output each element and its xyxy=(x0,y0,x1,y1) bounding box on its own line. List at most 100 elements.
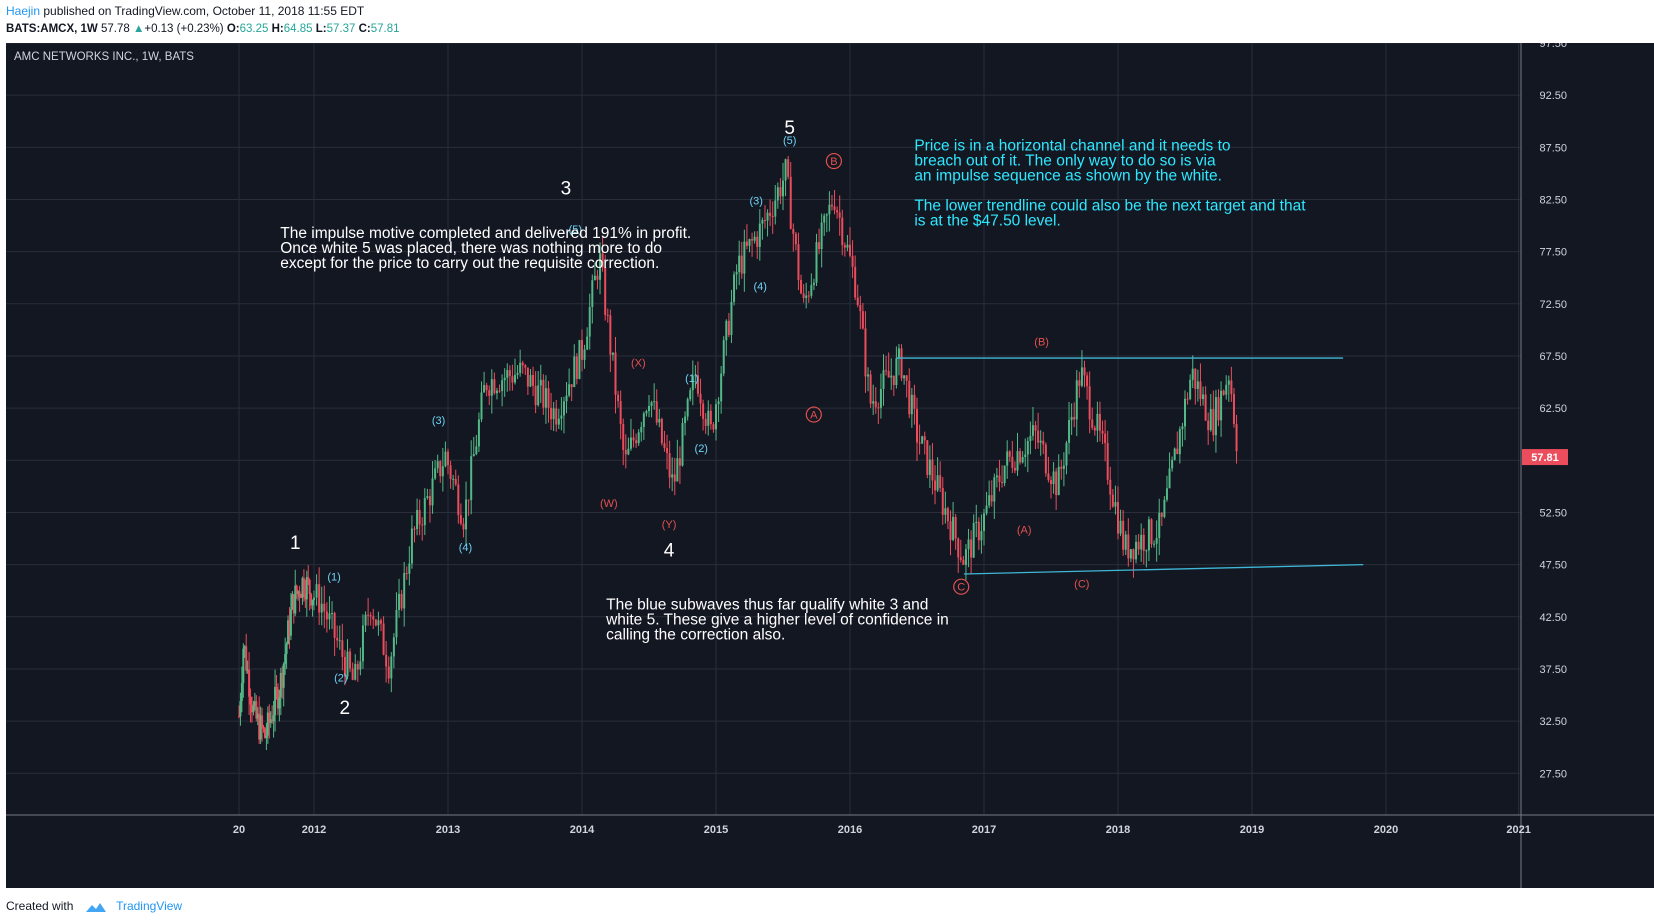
candle-body xyxy=(529,375,532,387)
x-tick-label: 2012 xyxy=(302,824,326,836)
candle-body xyxy=(252,706,255,713)
candle-body xyxy=(300,597,303,599)
candle-body xyxy=(258,713,261,740)
candle-body xyxy=(903,375,906,379)
candle-body xyxy=(1137,541,1140,550)
candle-body xyxy=(477,419,480,447)
candle-body xyxy=(717,401,720,405)
candle-body xyxy=(980,530,983,541)
candle-body xyxy=(1129,549,1132,559)
wave-label-red: (C) xyxy=(1074,579,1089,591)
candle-body xyxy=(1093,427,1096,431)
candle-body xyxy=(449,465,452,480)
candle-body xyxy=(838,212,841,218)
annotation-line: The blue subwaves thus far qualify white… xyxy=(606,596,928,613)
candle-body xyxy=(954,516,957,539)
candle-body xyxy=(583,349,586,360)
x-tick-label: 2020 xyxy=(1374,824,1398,836)
candle-body xyxy=(1225,384,1228,395)
candle-body xyxy=(1044,444,1047,474)
y-tick-label: 72.50 xyxy=(1539,299,1567,311)
candle-body xyxy=(758,223,761,247)
candle-body xyxy=(1142,534,1145,551)
candle-body xyxy=(1016,451,1019,471)
candle-body xyxy=(301,578,304,598)
candle-body xyxy=(343,656,346,677)
tradingview-brand-link[interactable]: TradingView xyxy=(116,899,183,913)
candle-body xyxy=(1232,394,1235,425)
candle-body xyxy=(398,593,401,611)
candle-body xyxy=(985,505,988,514)
high-label: H: xyxy=(271,23,284,35)
candle-body xyxy=(521,362,524,366)
candle-body xyxy=(854,266,857,298)
wave-label-white: 3 xyxy=(561,178,572,199)
candle-body xyxy=(570,384,573,388)
y-tick-label: 82.50 xyxy=(1539,194,1567,206)
candle-body xyxy=(552,408,555,420)
candle-body xyxy=(611,352,614,355)
candle-body xyxy=(771,215,774,217)
candle-body xyxy=(869,374,872,404)
candle-body xyxy=(313,597,315,601)
candle-body xyxy=(586,336,589,350)
candle-body xyxy=(315,584,318,598)
candle-body xyxy=(1039,440,1042,443)
candle-body xyxy=(725,320,728,341)
wave-label-red: (W) xyxy=(600,498,618,510)
candle-body xyxy=(294,585,297,614)
candle-body xyxy=(387,666,390,679)
candle-body xyxy=(239,701,242,717)
candle-body xyxy=(318,584,321,613)
low-label: L: xyxy=(315,23,327,35)
candle-body xyxy=(238,715,240,717)
candle-body xyxy=(457,484,460,516)
candle-body xyxy=(1165,488,1168,500)
chart-background xyxy=(6,43,1654,888)
candle-body xyxy=(271,719,274,722)
candle-body xyxy=(1006,451,1009,466)
candle-body xyxy=(297,591,300,594)
candle-body xyxy=(519,362,522,373)
price-change: +0.13 (+0.23%) xyxy=(144,23,224,35)
chart-container[interactable]: 1 2 3 4 5 (1) (2) (3) (4) (5) (1) (2) (3) (4) (5) (X) (W… xyxy=(6,38,1654,888)
annotation-line: is at the $47.50 level. xyxy=(914,212,1061,229)
candle-body xyxy=(441,466,444,477)
candle-body xyxy=(392,637,395,657)
x-tick-label: 2016 xyxy=(838,824,862,836)
candle-body xyxy=(542,379,545,408)
candle-body xyxy=(774,200,777,217)
candle-body xyxy=(864,328,867,377)
candle-body xyxy=(1062,465,1065,469)
wave-label-circle xyxy=(953,578,970,595)
candle-body xyxy=(897,348,900,359)
candle-body xyxy=(861,311,864,329)
candle-body xyxy=(467,499,470,501)
candle-body xyxy=(614,352,617,395)
candle-body xyxy=(320,603,323,613)
candles xyxy=(238,155,1238,751)
candle-body xyxy=(1119,520,1122,534)
candle-body xyxy=(1212,409,1215,436)
candle-body xyxy=(885,370,888,372)
candle-body xyxy=(472,454,475,457)
price-chart[interactable]: 1 2 3 4 5 (1) (2) (3) (4) (5) (1) (2) (3) (4) (5) (X) (W… xyxy=(6,38,1654,888)
wave-label-white: 5 xyxy=(784,118,795,139)
wave-label-blue: (1) xyxy=(327,571,340,583)
candle-body xyxy=(250,704,253,713)
candle-body xyxy=(913,394,916,409)
candle-body xyxy=(418,510,421,525)
author-link[interactable]: Haejin xyxy=(6,4,41,18)
candle-body xyxy=(1073,416,1076,420)
candle-body xyxy=(278,697,281,709)
candle-body xyxy=(632,437,635,441)
wave-label-blue: (5) xyxy=(569,224,582,236)
candle-body xyxy=(807,295,810,297)
candle-body xyxy=(944,508,947,515)
annotation-line: Once white 5 was placed, there was nothi… xyxy=(280,240,662,257)
candle-body xyxy=(475,446,478,455)
candle-body xyxy=(275,687,278,690)
up-triangle-icon: ▲ xyxy=(132,23,145,35)
candle-body xyxy=(514,374,516,383)
x-tick-label: 2018 xyxy=(1106,824,1130,836)
